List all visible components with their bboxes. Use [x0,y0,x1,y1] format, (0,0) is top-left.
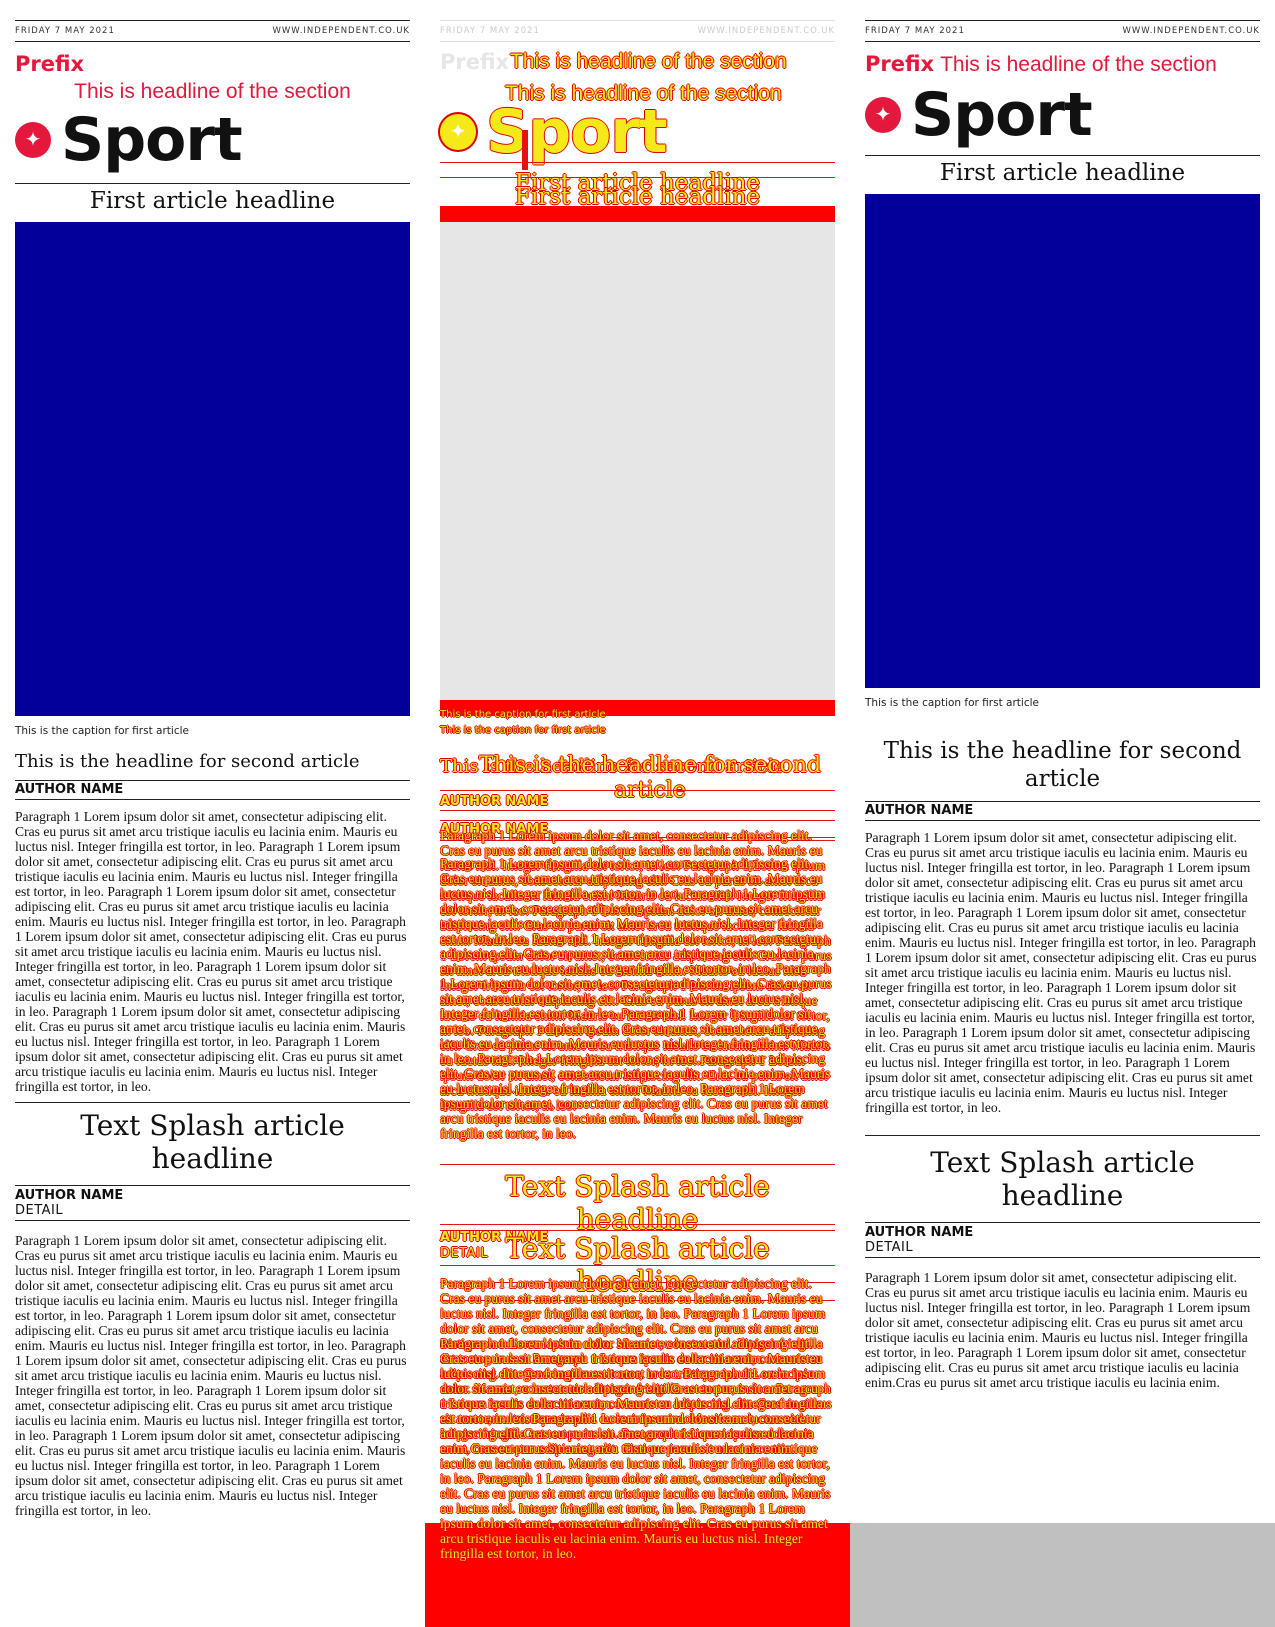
website-label: WWW.INDEPENDENT.CO.UK [272,26,410,36]
website-label-b: WWW.INDEPENDENT.CO.UK [1122,26,1260,36]
diff-footer-region [425,1523,850,1627]
first-article-image [15,222,410,716]
diff-first-headline-b: First article headline [514,170,761,196]
second-article-body: Paragraph 1 Lorem ipsum dolor sit amet, … [15,809,407,1094]
masthead-b: ✦ Sport [865,85,1260,145]
diff-splash-headline-a: Text Splash article headline [505,1170,770,1236]
first-article-caption: This is the caption for first article [15,725,189,737]
diff-overlay: FRIDAY 7 MAY 2021 WWW.INDEPENDENT.CO.UK … [425,0,850,1627]
second-article-headline-b: This is the headline for second article [883,738,1242,792]
prefix-label-b: Prefix [865,52,935,76]
date-label-b: FRIDAY 7 MAY 2021 [865,26,965,36]
diff-prefix-label: Prefix [440,50,510,74]
masthead: ✦ Sport [15,110,410,170]
diff-splash-headline-b: Text Splash article headline [505,1232,770,1298]
diff-splash-body-b: Paragraph 1 Lorem ipsum dolor sit amet, … [440,1336,826,1456]
diff-section-title: Sport [486,97,668,167]
eagle-icon-b: ✦ [865,97,901,133]
diff-second-headline-a: This is the headline for second article [440,756,785,777]
first-article-headline-b: First article headline [939,160,1186,186]
diff-splash-detail-a: DETAIL [440,1246,489,1261]
diff-section-headline-a: This is headline of the section [505,82,782,105]
section-headline-b: This is headline of the section [940,53,1217,76]
diff-second-author-b: AUTHOR NAME [440,822,549,837]
section-title-b: Sport [911,80,1093,150]
page-layout-a: FRIDAY 7 MAY 2021 WWW.INDEPENDENT.CO.UK … [0,0,425,1627]
splash-article-headline: Text Splash article headline [80,1109,345,1175]
diff-caption-b: This is the caption for first article [440,709,606,720]
footer-gray-region [850,1523,1275,1627]
diff-second-body-a: Paragraph 1 Lorem ipsum dolor sit amet, … [440,828,832,1113]
diff-splash-body-a: Paragraph 1 Lorem ipsum dolor sit amet, … [440,1276,832,1561]
dateline-bar: FRIDAY 7 MAY 2021 WWW.INDEPENDENT.CO.UK [15,20,410,42]
diff-splash-author-a: AUTHOR NAME [440,1230,549,1245]
diff-second-body-b: Paragraph 1 Lorem ipsum dolor sit amet, … [440,856,832,1141]
second-article-author: AUTHOR NAME [15,782,124,797]
first-article-caption-b: This is the caption for first article [865,697,1039,709]
dateline-bar-b: FRIDAY 7 MAY 2021 WWW.INDEPENDENT.CO.UK [865,20,1260,42]
date-label: FRIDAY 7 MAY 2021 [15,26,115,36]
splash-article-headline-b: Text Splash article headline [930,1146,1195,1212]
eagle-icon: ✦ [15,122,51,158]
section-headline: This is headline of the section [74,80,351,103]
prefix-row: Prefix This is headline of the section [865,52,1260,77]
second-article-body-b: Paragraph 1 Lorem ipsum dolor sit amet, … [865,830,1257,1115]
splash-article-author: AUTHOR NAME [15,1188,124,1203]
splash-article-detail-b: DETAIL [865,1240,914,1255]
splash-article-author-b: AUTHOR NAME [865,1225,974,1240]
first-article-image-b [865,194,1260,688]
diff-first-headline-a: First article headline [514,184,761,210]
splash-article-body: Paragraph 1 Lorem ipsum dolor sit amet, … [15,1233,407,1518]
section-title: Sport [61,105,243,175]
diff-eagle-icon: ✦ [440,114,476,150]
diff-section-headline-b: This is headline of the section [510,50,787,73]
diff-caption-a: This is the caption for first article [440,725,606,736]
diff-date-label: FRIDAY 7 MAY 2021 [440,26,540,36]
splash-article-detail: DETAIL [15,1203,64,1218]
second-article-headline: This is the headline for second article [15,751,360,772]
diff-first-image [440,222,835,700]
diff-dateline: FRIDAY 7 MAY 2021 WWW.INDEPENDENT.CO.UK [440,20,835,42]
diff-second-author-a: AUTHOR NAME [440,794,549,809]
first-article-headline: First article headline [89,188,336,214]
prefix-label: Prefix [15,52,85,76]
page-layout-b: FRIDAY 7 MAY 2021 WWW.INDEPENDENT.CO.UK … [850,0,1275,1627]
diff-masthead-a: ✦ Sport [440,97,668,167]
splash-article-body-b: Paragraph 1 Lorem ipsum dolor sit amet, … [865,1270,1251,1390]
second-article-author-b: AUTHOR NAME [865,803,974,818]
diff-website-label: WWW.INDEPENDENT.CO.UK [697,26,835,36]
